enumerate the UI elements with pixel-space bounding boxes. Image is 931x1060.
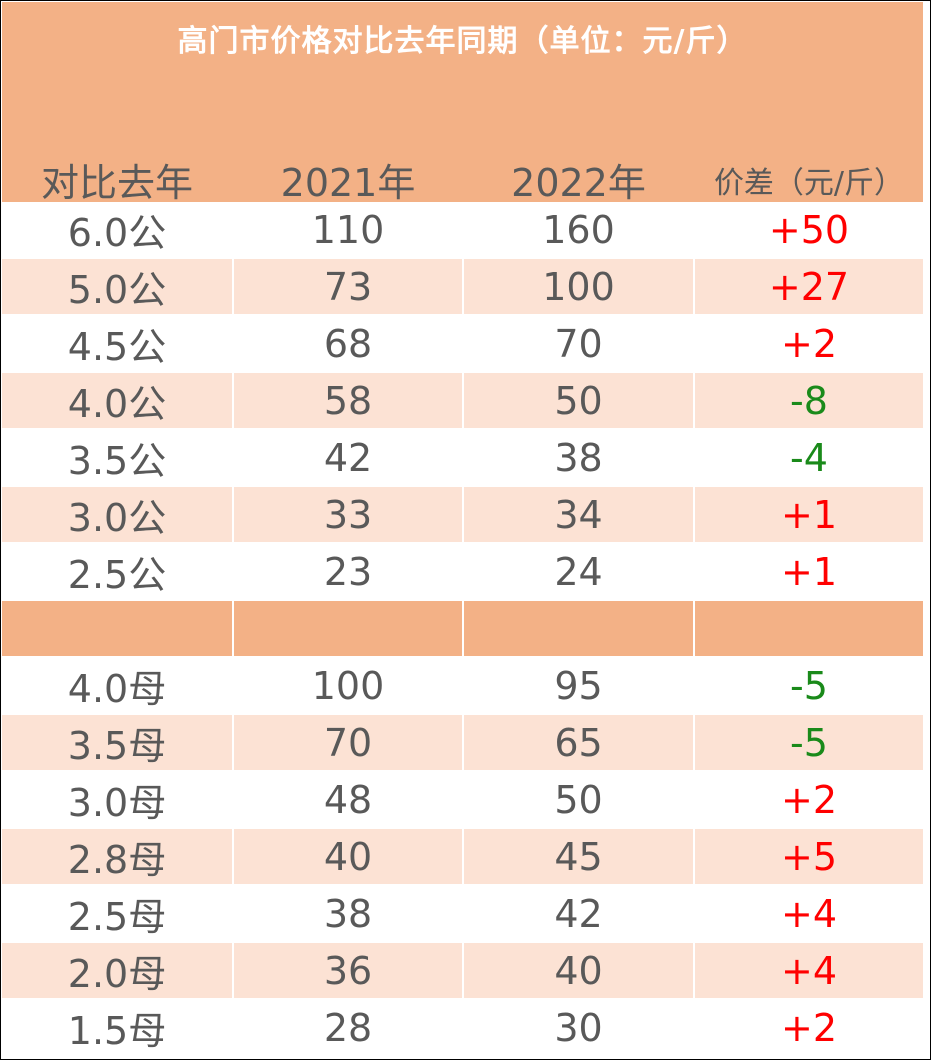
table-row: 5.0公 73 100 +27 [2,259,923,316]
price-difference-cell: +5 [695,829,923,884]
header-difference: 价差（元/斤） [713,166,905,201]
price-2022-cell: 70 [554,321,603,366]
price-2021-cell: 110 [311,207,385,252]
size-cell: 3.0公 [2,487,232,542]
price-2022-cell: 30 [554,1005,603,1050]
price-difference-cell: +27 [695,259,923,314]
price-difference-cell: +2 [780,1005,838,1050]
header-2022: 2022年 [511,161,646,205]
group-separator-row [2,601,923,658]
price-difference-cell: -4 [790,435,828,480]
separator-cell [464,601,693,656]
size-cell: 1.5母 [67,1009,167,1053]
price-2021-cell: 70 [234,715,462,770]
price-difference-cell: -5 [695,715,923,770]
size-cell: 2.5母 [67,895,167,939]
price-2021-cell: 73 [234,259,462,314]
price-difference-cell: +2 [780,321,838,366]
size-cell: 2.8母 [2,829,232,884]
size-cell: 4.0母 [67,667,167,711]
price-2021-cell: 68 [323,321,373,366]
table-row: 4.5公 68 70 +2 [2,316,923,373]
table-row: 4.0母 100 95 -5 [2,658,923,715]
size-cell: 6.0公 [67,211,167,255]
separator-cell [2,601,232,656]
size-cell: 3.5母 [2,715,232,770]
separator-cell [695,601,923,656]
price-2022-cell: 42 [554,891,603,936]
price-2022-cell: 34 [464,487,693,542]
size-cell: 2.5公 [67,553,167,597]
price-difference-cell: +50 [768,207,850,252]
header-compare: 对比去年 [40,161,193,205]
table-row: 4.0公 58 50 -8 [2,373,923,430]
size-cell: 3.0母 [67,781,167,825]
price-2021-cell: 40 [234,829,462,884]
price-difference-cell: +1 [695,487,923,542]
table-row: 2.5母 38 42 +4 [2,886,923,943]
size-cell: 2.0母 [2,943,232,998]
table-row: 2.8母 40 45 +5 [2,829,923,886]
price-2022-cell: 160 [542,207,615,252]
price-difference-cell: -5 [790,663,828,708]
table-title: 高门市价格对比去年同期（单位：元/斤） [177,24,748,59]
price-2021-cell: 100 [311,663,385,708]
price-2022-cell: 100 [464,259,693,314]
separator-cell [234,601,462,656]
price-2021-cell: 23 [323,549,373,594]
price-2022-cell: 50 [464,373,693,428]
price-2022-cell: 45 [464,829,693,884]
table-row: 2.0母 36 40 +4 [2,943,923,1000]
price-difference-cell: -8 [695,373,923,428]
price-2022-cell: 24 [554,549,603,594]
price-2022-cell: 38 [554,435,603,480]
price-2022-cell: 65 [464,715,693,770]
price-difference-cell: +2 [780,777,838,822]
price-2021-cell: 42 [323,435,373,480]
table-row: 3.5母 70 65 -5 [2,715,923,772]
size-cell: 5.0公 [2,259,232,314]
price-2022-cell: 40 [464,943,693,998]
table-row: 1.5母 28 30 +2 [2,1000,923,1057]
size-cell: 4.5公 [67,325,167,369]
table-row: 3.0公 33 34 +1 [2,487,923,544]
table-row: 2.5公 23 24 +1 [2,544,923,601]
size-cell: 4.0公 [2,373,232,428]
price-2021-cell: 33 [234,487,462,542]
price-difference-cell: +4 [780,891,838,936]
header-2021: 2021年 [280,161,416,205]
price-table-body: 6.0公 110 160 +50 5.0公 73 100 +27 4.5公 68 70 +2 4.0公 5… [2,202,923,1057]
table-header: 高门市价格对比去年同期（单位：元/斤） 对比去年 2021年 2022年 价差（… [2,2,923,205]
price-difference-cell: +1 [780,549,838,594]
price-difference-cell: +4 [695,943,923,998]
price-2022-cell: 50 [554,777,603,822]
price-2022-cell: 95 [554,663,603,708]
price-2021-cell: 38 [323,891,373,936]
price-2021-cell: 58 [234,373,462,428]
table-row: 3.5公 42 38 -4 [2,430,923,487]
size-cell: 3.5公 [67,439,167,483]
table-row: 3.0母 48 50 +2 [2,772,923,829]
table-row: 6.0公 110 160 +50 [2,202,923,259]
price-2021-cell: 28 [323,1005,373,1050]
price-2021-cell: 36 [234,943,462,998]
price-2021-cell: 48 [323,777,373,822]
